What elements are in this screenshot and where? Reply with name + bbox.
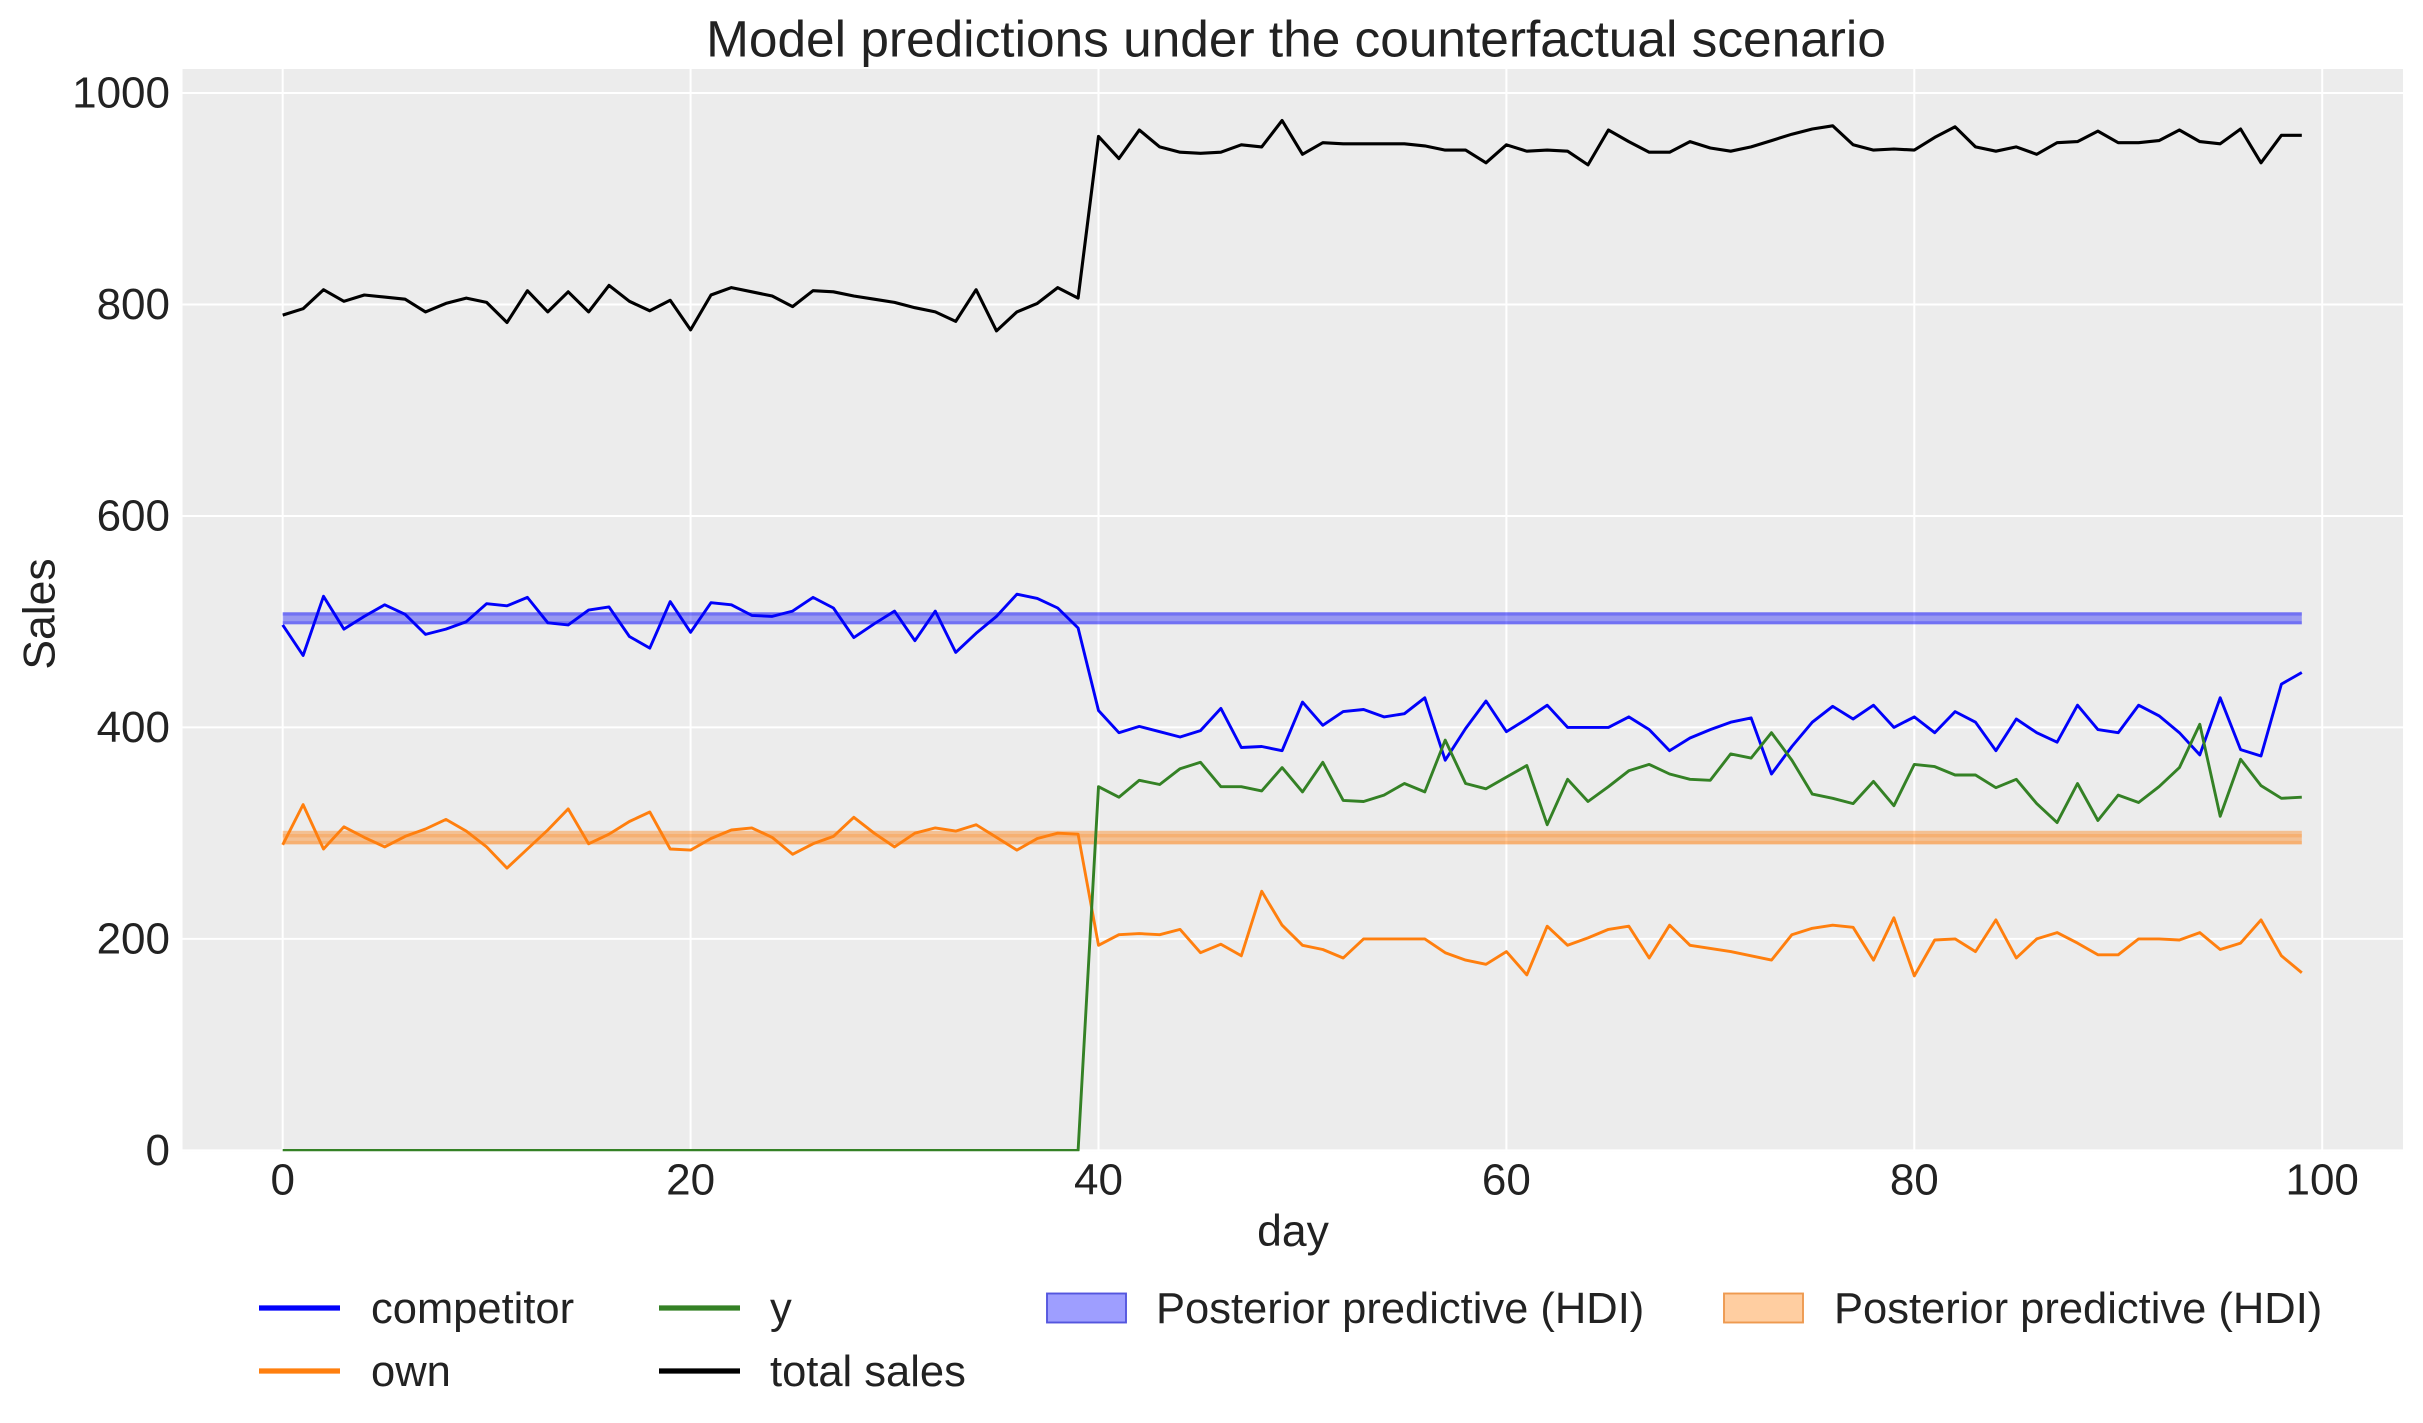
svg-text:100: 100 — [2285, 1156, 2358, 1205]
svg-text:400: 400 — [97, 703, 170, 752]
svg-text:600: 600 — [97, 492, 170, 541]
svg-text:200: 200 — [97, 914, 170, 963]
svg-text:1000: 1000 — [72, 69, 170, 118]
svg-text:Posterior predictive (HDI): Posterior predictive (HDI) — [1834, 1285, 2322, 1333]
svg-text:40: 40 — [1074, 1156, 1123, 1205]
svg-text:y: y — [770, 1285, 792, 1333]
svg-text:competitor: competitor — [371, 1285, 574, 1333]
svg-text:0: 0 — [146, 1126, 170, 1175]
svg-text:Model predictions under the co: Model predictions under the counterfactu… — [706, 10, 1886, 68]
svg-text:own: own — [371, 1348, 451, 1396]
svg-text:20: 20 — [666, 1156, 715, 1205]
svg-text:60: 60 — [1482, 1156, 1531, 1205]
svg-text:800: 800 — [97, 280, 170, 329]
svg-text:day: day — [1257, 1207, 1329, 1256]
svg-text:Posterior predictive (HDI): Posterior predictive (HDI) — [1156, 1285, 1644, 1333]
svg-text:Sales: Sales — [16, 558, 65, 669]
svg-text:total sales: total sales — [770, 1348, 966, 1396]
svg-text:80: 80 — [1890, 1156, 1939, 1205]
svg-text:0: 0 — [270, 1156, 294, 1205]
